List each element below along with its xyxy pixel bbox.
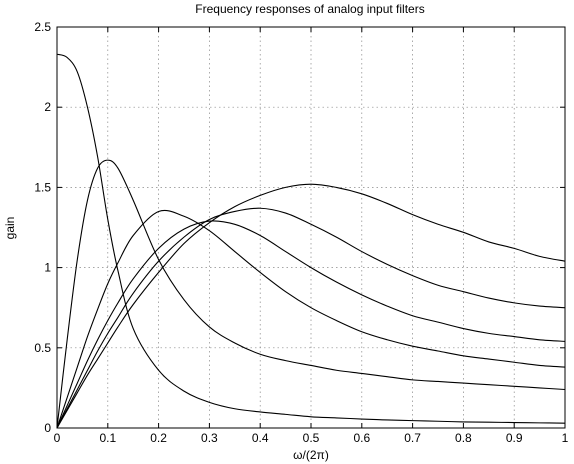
x-tick-label: 0.1 <box>99 431 116 445</box>
x-tick-label: 0.9 <box>506 431 523 445</box>
series-line-2 <box>56 159 566 429</box>
x-tick-label: 0 <box>54 431 61 445</box>
x-tick-label: 0.6 <box>353 431 370 445</box>
x-tick-label: 0.3 <box>201 431 218 445</box>
x-tick-label: 0.8 <box>455 431 472 445</box>
y-tick-label: 1.5 <box>34 180 51 194</box>
plot-frame <box>56 26 566 429</box>
y-tick-label: 0 <box>44 421 51 435</box>
x-axis-label: ω/(2π) <box>293 448 329 462</box>
series-line-5 <box>56 207 566 429</box>
y-tick-label: 0.5 <box>34 341 51 355</box>
series-line-4 <box>56 220 566 429</box>
x-tick-label: 0.5 <box>303 431 320 445</box>
y-tick-label: 2.5 <box>34 20 51 34</box>
x-tick-label: 0.7 <box>404 431 421 445</box>
y-axis-label: gain <box>3 217 17 240</box>
y-tick-label: 2 <box>44 100 51 114</box>
y-tick-label: 1 <box>44 261 51 275</box>
series-line-3 <box>56 209 566 429</box>
series-group <box>56 53 566 429</box>
series-line-6 <box>56 183 566 429</box>
grid <box>57 27 565 428</box>
x-tick-label: 0.4 <box>252 431 269 445</box>
series-line-1 <box>56 53 566 424</box>
x-tick-label: 0.2 <box>150 431 167 445</box>
ticks: 0 0.1 0.2 0.3 0.4 0.5 0.6 0.7 0.8 0.9 1 0 0.5 1 1.5 2 2.… <box>34 20 568 445</box>
chart-title: Frequency responses of analog input filt… <box>195 2 424 16</box>
x-tick-label: 1 <box>562 431 569 445</box>
